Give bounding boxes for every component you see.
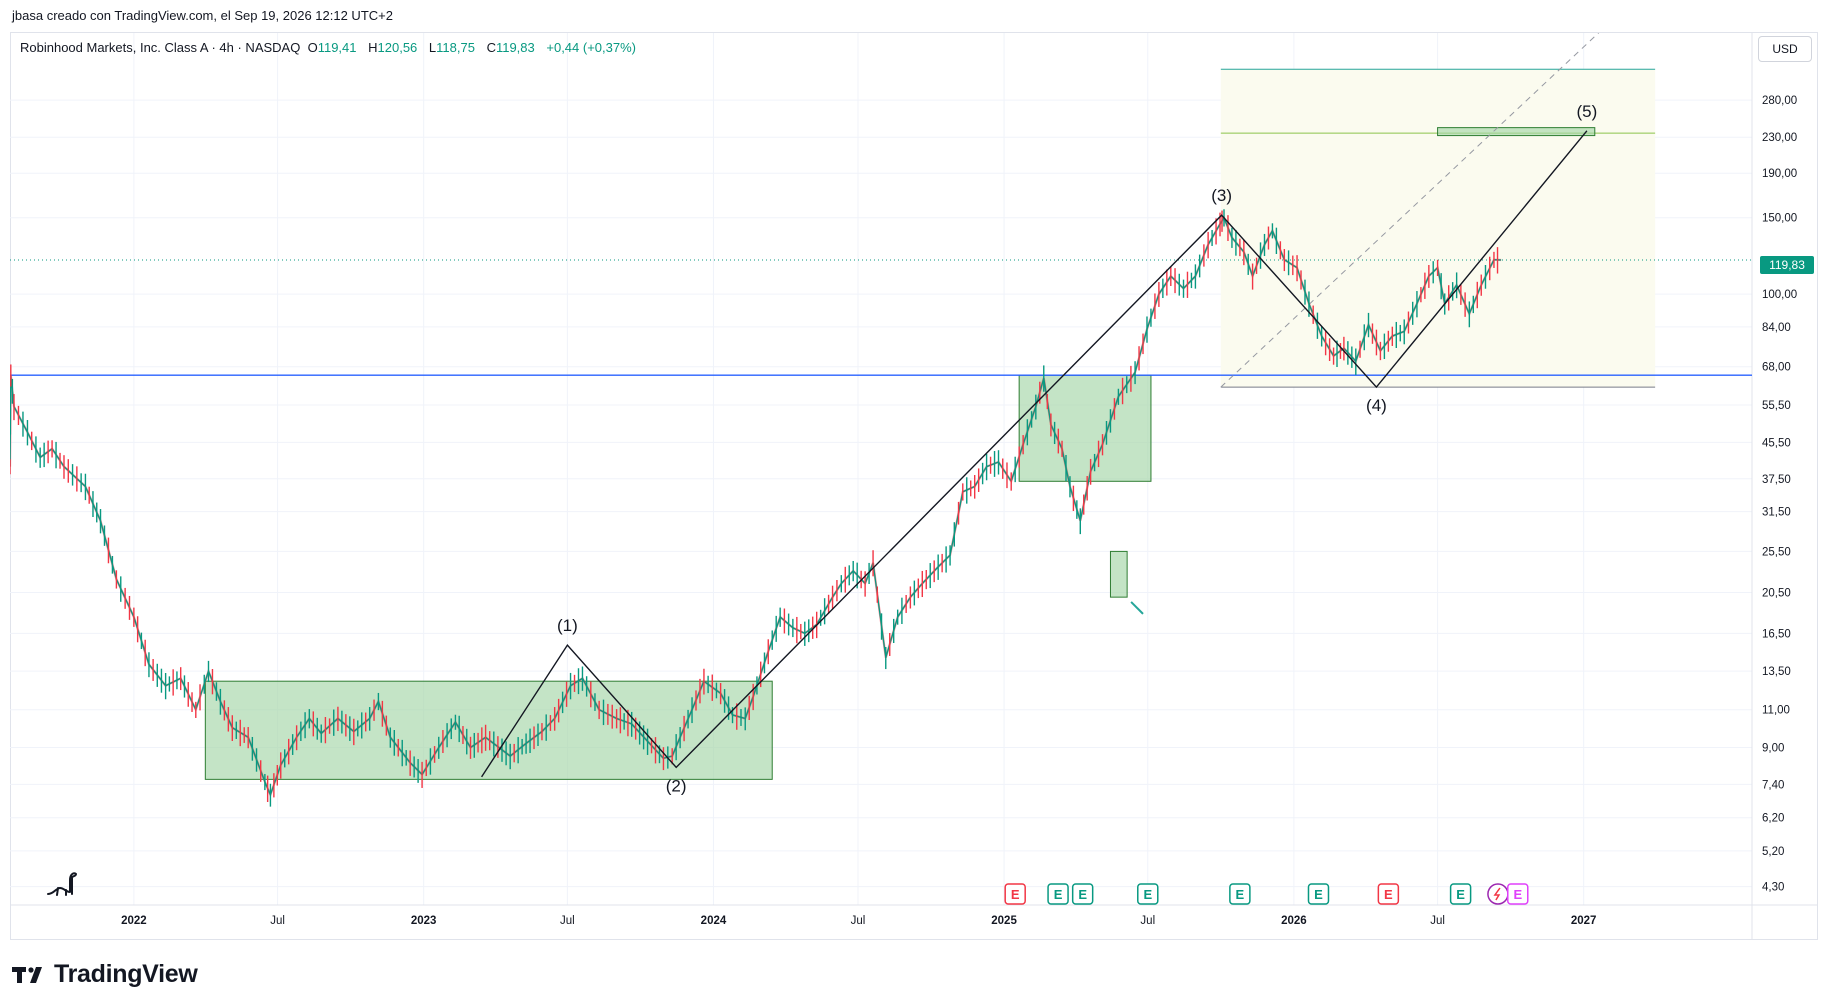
small-trend-mark <box>1130 601 1144 615</box>
price-tick-label: 6,20 <box>1762 813 1784 825</box>
close-value: 119,83 <box>495 40 535 55</box>
earnings-glyph: E <box>1384 887 1393 902</box>
time-tick-label: Jul <box>270 915 285 927</box>
price-tick-label: 9,00 <box>1762 743 1784 755</box>
event-flash-icon[interactable] <box>1487 883 1509 905</box>
chart-frame <box>10 32 1818 940</box>
currency-button[interactable]: USD <box>1758 36 1812 62</box>
time-tick-label: Jul <box>851 915 866 927</box>
price-tick-label: 150,00 <box>1762 213 1797 225</box>
earnings-glyph: E <box>1054 887 1063 902</box>
earnings-event-icon[interactable] <box>1047 883 1069 905</box>
time-tick-label: 2025 <box>991 915 1017 927</box>
earnings-event-icon[interactable] <box>1507 883 1529 905</box>
price-tick-label: 11,00 <box>1762 705 1790 717</box>
price-tick-label: 5,20 <box>1762 846 1784 858</box>
price-tick-label: 100,00 <box>1762 289 1797 301</box>
price-tick-label: 190,00 <box>1762 168 1797 180</box>
earnings-event-icon[interactable] <box>1229 883 1251 905</box>
high-label: H <box>368 40 378 55</box>
time-tick-label: 2022 <box>121 915 147 927</box>
brand-name: TradingView <box>54 960 198 988</box>
earnings-event-icon[interactable] <box>1449 883 1472 905</box>
wave-label: (3) <box>1211 186 1232 205</box>
earnings-event-icon[interactable] <box>1071 883 1094 905</box>
time-tick-label: Jul <box>1140 915 1155 927</box>
close-label: C <box>486 40 496 55</box>
price-tick-label: 20,50 <box>1762 587 1791 599</box>
symbol-name[interactable]: Robinhood Markets, Inc. Class A · 4h · N… <box>20 40 301 55</box>
dashed-channel-line <box>1220 33 1600 388</box>
chart-credit: jbasa creado con TradingView.com, el Sep… <box>12 8 393 23</box>
price-tick-label: 68,00 <box>1762 362 1791 374</box>
wave-label: (4) <box>1366 396 1387 415</box>
price-tick-label: 25,50 <box>1762 546 1791 558</box>
dino-icon <box>44 868 78 903</box>
time-tick-label: 2023 <box>411 915 437 927</box>
earnings-glyph: E <box>1456 887 1465 902</box>
price-tick-label: 16,50 <box>1762 628 1791 640</box>
high-value: 120,56 <box>377 40 418 55</box>
wave-label: (2) <box>666 776 687 795</box>
price-tick-label: 13,50 <box>1762 666 1791 678</box>
earnings-glyph: E <box>1513 887 1522 902</box>
earnings-glyph: E <box>1011 887 1020 902</box>
price-tick-label: 45,50 <box>1762 437 1791 449</box>
earnings-event-icon[interactable] <box>1004 883 1026 905</box>
earnings-event-icon[interactable] <box>1307 883 1330 905</box>
price-tick-label: 280,00 <box>1762 95 1797 107</box>
price-tick-label: 4,30 <box>1762 882 1784 894</box>
price-tick-label: 37,50 <box>1762 474 1791 486</box>
symbol-legend: Robinhood Markets, Inc. Class A · 4h · N… <box>20 40 636 55</box>
tradingview-logo-icon <box>12 966 42 983</box>
small-zone[interactable] <box>1109 550 1128 598</box>
low-value: 118,75 <box>436 40 475 55</box>
price-tick-label: 31,50 <box>1762 507 1791 519</box>
price-tick-label: 7,40 <box>1762 779 1784 791</box>
target-zone[interactable] <box>1437 127 1596 137</box>
price-tick-label: 230,00 <box>1762 132 1797 144</box>
earnings-glyph: E <box>1314 887 1323 902</box>
low-label: L <box>428 40 437 55</box>
earnings-event-icon[interactable] <box>1137 883 1159 905</box>
flash-glyph <box>1493 887 1501 901</box>
change-value: +0,44 (+0,37%) <box>546 40 636 55</box>
time-tick-label: Jul <box>560 915 575 927</box>
brand-logo[interactable]: TradingView <box>12 960 198 989</box>
open-label: O <box>307 40 318 55</box>
accumulation-zone-1[interactable] <box>204 680 773 780</box>
earnings-glyph: E <box>1078 887 1087 902</box>
projection-box <box>1220 69 1656 388</box>
wave-label: (5) <box>1576 102 1597 121</box>
last-price-tag: 119,83 <box>1760 256 1814 274</box>
earnings-glyph: E <box>1236 887 1245 902</box>
consolidation-zone-2[interactable] <box>1018 374 1152 482</box>
elliott-wave-path[interactable] <box>481 130 1588 778</box>
time-tick-label: 2026 <box>1281 915 1307 927</box>
earnings-glyph: E <box>1143 887 1152 902</box>
price-tick-label: 84,00 <box>1762 322 1791 334</box>
time-tick-label: 2027 <box>1571 915 1597 927</box>
earnings-event-icon[interactable] <box>1377 883 1400 905</box>
price-tick-label: 55,50 <box>1762 400 1791 412</box>
time-tick-label: Jul <box>1430 915 1445 927</box>
time-tick-label: 2024 <box>701 915 727 927</box>
wave-label: (1) <box>557 616 578 635</box>
open-value: 119,41 <box>317 40 357 55</box>
